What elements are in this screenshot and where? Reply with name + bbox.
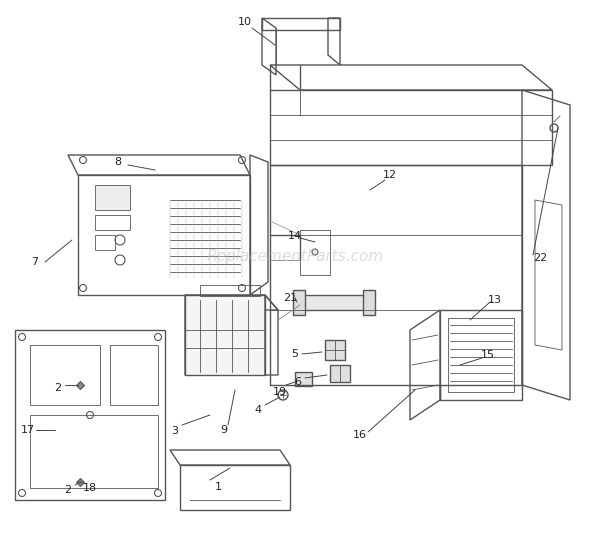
Text: 1: 1 [215, 482, 221, 492]
Polygon shape [185, 295, 265, 375]
Text: 3: 3 [172, 426, 179, 436]
Text: 9: 9 [221, 425, 228, 435]
Polygon shape [325, 340, 345, 360]
Text: 2: 2 [64, 485, 71, 495]
Text: 17: 17 [21, 425, 35, 435]
Text: 15: 15 [481, 350, 495, 360]
Text: 22: 22 [533, 253, 547, 263]
Polygon shape [95, 185, 130, 210]
Polygon shape [330, 365, 350, 382]
Text: 21: 21 [283, 293, 297, 303]
Text: 13: 13 [488, 295, 502, 305]
Text: 12: 12 [383, 170, 397, 180]
Polygon shape [363, 290, 375, 315]
Text: 5: 5 [291, 349, 299, 359]
Polygon shape [295, 372, 312, 386]
Text: 8: 8 [114, 157, 122, 167]
Text: 2: 2 [54, 383, 61, 393]
Text: 19: 19 [273, 387, 287, 397]
Polygon shape [295, 295, 365, 310]
Text: 14: 14 [288, 231, 302, 241]
Polygon shape [293, 290, 305, 315]
Text: 6: 6 [294, 377, 301, 387]
Text: 4: 4 [254, 405, 261, 415]
Text: 18: 18 [83, 483, 97, 493]
Text: 16: 16 [353, 430, 367, 440]
Text: ReplacementParts.com: ReplacementParts.com [206, 249, 384, 264]
Text: 7: 7 [31, 257, 38, 267]
Text: 10: 10 [238, 17, 252, 27]
